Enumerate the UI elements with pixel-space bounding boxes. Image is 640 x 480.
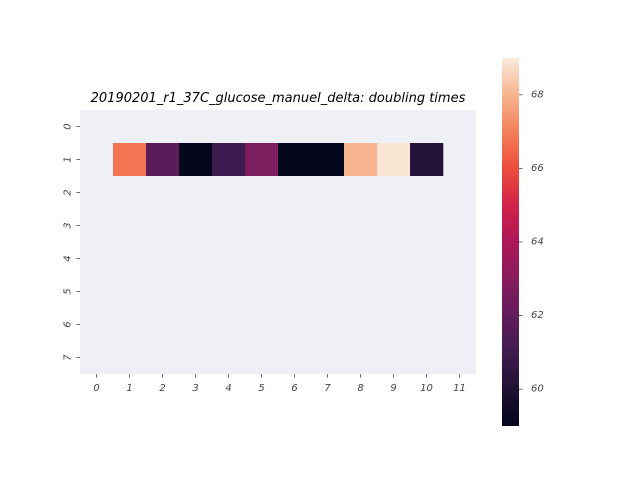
- y-tick-label: 1: [63, 156, 74, 162]
- y-tick-label: 2: [63, 189, 74, 195]
- heatmap-cell-r1-c5: [245, 143, 279, 176]
- heatmap-cell-r1-c6: [278, 143, 312, 176]
- y-tick-label: 3: [63, 222, 74, 228]
- colorbar: [502, 58, 519, 426]
- heatmap-cell-r1-c9: [377, 143, 411, 176]
- x-tick-label: 7: [324, 383, 331, 394]
- heatmap-cell-r1-c8: [344, 143, 378, 176]
- y-tick-label: 5: [63, 288, 74, 294]
- colorbar-tick-label: 66: [531, 163, 544, 174]
- x-tick-label: 6: [291, 383, 297, 394]
- colorbar-tick-label: 62: [531, 310, 544, 321]
- heatmap-cell-r1-c1: [113, 143, 147, 176]
- heatmap-cell-r1-c4: [212, 143, 246, 176]
- x-tick-label: 9: [390, 383, 396, 394]
- x-axis-ticks: 0 1 2 3 4 5 6 7 8 9 10 11: [93, 374, 466, 394]
- heatmap-cells: [113, 143, 444, 176]
- colorbar-tick-label: 64: [531, 237, 544, 248]
- x-tick-label: 4: [225, 383, 231, 394]
- heatmap-cell-r1-c7: [311, 143, 345, 176]
- x-tick-label: 10: [420, 383, 433, 394]
- colorbar-ticks: 60 62 64 66 68: [519, 89, 544, 395]
- x-tick-label: 5: [258, 383, 264, 394]
- y-tick-label: 0: [63, 123, 74, 129]
- colorbar-tick-label: 68: [531, 89, 544, 100]
- y-tick-label: 4: [63, 255, 74, 261]
- x-tick-label: 1: [126, 383, 132, 394]
- heatmap-cell-r1-c10: [410, 143, 444, 176]
- y-tick-label: 6: [63, 321, 74, 327]
- y-tick-label: 7: [63, 354, 74, 361]
- chart-title: 20190201_r1_37C_glucose_manuel_delta: do…: [91, 91, 466, 106]
- heatmap-cell-r1-c2: [146, 143, 180, 176]
- x-tick-label: 0: [93, 383, 99, 394]
- x-tick-label: 2: [159, 383, 165, 394]
- y-axis-ticks: 0 1 2 3 4 5 6 7: [63, 123, 80, 361]
- x-tick-label: 11: [453, 383, 466, 394]
- x-tick-label: 8: [357, 383, 363, 394]
- x-tick-label: 3: [192, 383, 198, 394]
- heatmap-cell-r1-c3: [179, 143, 213, 176]
- colorbar-tick-label: 60: [531, 384, 544, 395]
